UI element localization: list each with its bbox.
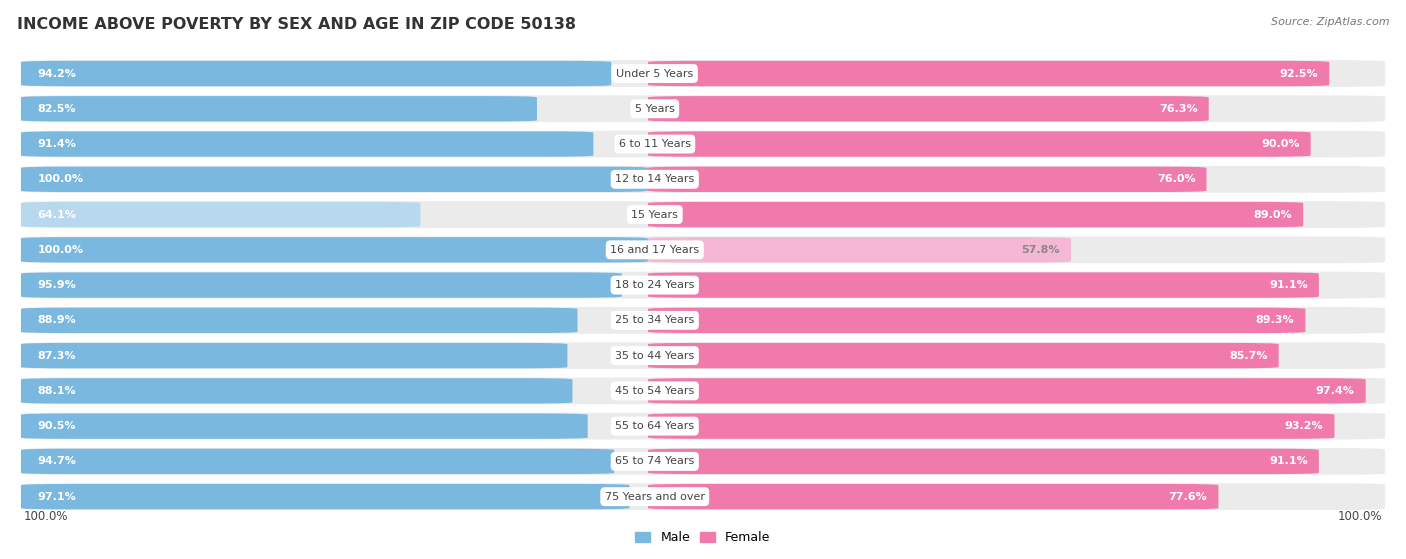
- Text: 97.1%: 97.1%: [38, 492, 76, 501]
- Text: 76.0%: 76.0%: [1157, 174, 1195, 184]
- Text: 89.0%: 89.0%: [1254, 210, 1292, 220]
- Text: 91.1%: 91.1%: [1270, 280, 1308, 290]
- Text: 92.5%: 92.5%: [1279, 69, 1319, 78]
- FancyBboxPatch shape: [21, 448, 1385, 475]
- Text: 94.7%: 94.7%: [38, 456, 76, 466]
- FancyBboxPatch shape: [21, 307, 578, 333]
- Text: 85.7%: 85.7%: [1229, 350, 1268, 361]
- Text: 88.1%: 88.1%: [38, 386, 76, 396]
- Text: 90.5%: 90.5%: [38, 421, 76, 431]
- Text: 100.0%: 100.0%: [24, 510, 69, 523]
- Text: 15 Years: 15 Years: [631, 210, 678, 220]
- FancyBboxPatch shape: [21, 236, 1385, 263]
- Text: 97.4%: 97.4%: [1316, 386, 1355, 396]
- Text: 88.9%: 88.9%: [38, 315, 76, 325]
- FancyBboxPatch shape: [648, 61, 1329, 86]
- FancyBboxPatch shape: [648, 272, 1319, 298]
- FancyBboxPatch shape: [21, 202, 420, 228]
- Text: 75 Years and over: 75 Years and over: [605, 492, 704, 501]
- FancyBboxPatch shape: [648, 237, 1071, 263]
- FancyBboxPatch shape: [21, 237, 648, 263]
- FancyBboxPatch shape: [21, 272, 621, 298]
- FancyBboxPatch shape: [648, 449, 1319, 474]
- Text: 55 to 64 Years: 55 to 64 Years: [616, 421, 695, 431]
- FancyBboxPatch shape: [648, 131, 1310, 157]
- FancyBboxPatch shape: [21, 483, 1385, 510]
- FancyBboxPatch shape: [648, 378, 1365, 404]
- FancyBboxPatch shape: [21, 377, 1385, 404]
- Text: 95.9%: 95.9%: [38, 280, 76, 290]
- FancyBboxPatch shape: [21, 166, 1385, 193]
- FancyBboxPatch shape: [21, 449, 614, 474]
- Text: 100.0%: 100.0%: [1337, 510, 1382, 523]
- FancyBboxPatch shape: [21, 167, 648, 192]
- Text: 91.1%: 91.1%: [1270, 456, 1308, 466]
- Text: 89.3%: 89.3%: [1256, 315, 1295, 325]
- Text: 12 to 14 Years: 12 to 14 Years: [616, 174, 695, 184]
- FancyBboxPatch shape: [21, 343, 568, 368]
- Text: 16 and 17 Years: 16 and 17 Years: [610, 245, 699, 255]
- Text: Source: ZipAtlas.com: Source: ZipAtlas.com: [1271, 17, 1389, 27]
- FancyBboxPatch shape: [21, 96, 537, 121]
- FancyBboxPatch shape: [21, 378, 572, 404]
- Text: 64.1%: 64.1%: [38, 210, 76, 220]
- FancyBboxPatch shape: [21, 342, 1385, 369]
- FancyBboxPatch shape: [648, 307, 1305, 333]
- FancyBboxPatch shape: [648, 202, 1303, 228]
- FancyBboxPatch shape: [648, 484, 1219, 509]
- Text: 77.6%: 77.6%: [1168, 492, 1208, 501]
- FancyBboxPatch shape: [648, 343, 1278, 368]
- Text: 100.0%: 100.0%: [38, 245, 83, 255]
- Text: 93.2%: 93.2%: [1285, 421, 1323, 431]
- Text: 94.2%: 94.2%: [38, 69, 76, 78]
- Text: 5 Years: 5 Years: [636, 104, 675, 114]
- Text: 57.8%: 57.8%: [1022, 245, 1060, 255]
- FancyBboxPatch shape: [21, 60, 1385, 87]
- Text: 82.5%: 82.5%: [38, 104, 76, 114]
- Text: INCOME ABOVE POVERTY BY SEX AND AGE IN ZIP CODE 50138: INCOME ABOVE POVERTY BY SEX AND AGE IN Z…: [17, 17, 576, 32]
- Text: Under 5 Years: Under 5 Years: [616, 69, 693, 78]
- FancyBboxPatch shape: [21, 307, 1385, 334]
- Text: 18 to 24 Years: 18 to 24 Years: [614, 280, 695, 290]
- Text: 76.3%: 76.3%: [1159, 104, 1198, 114]
- FancyBboxPatch shape: [21, 201, 1385, 228]
- Text: 100.0%: 100.0%: [38, 174, 83, 184]
- Text: 45 to 54 Years: 45 to 54 Years: [616, 386, 695, 396]
- FancyBboxPatch shape: [21, 413, 1385, 439]
- FancyBboxPatch shape: [21, 96, 1385, 122]
- FancyBboxPatch shape: [21, 131, 593, 157]
- FancyBboxPatch shape: [21, 272, 1385, 299]
- Text: 6 to 11 Years: 6 to 11 Years: [619, 139, 690, 149]
- FancyBboxPatch shape: [21, 61, 612, 86]
- FancyBboxPatch shape: [648, 414, 1334, 439]
- Text: 87.3%: 87.3%: [38, 350, 76, 361]
- FancyBboxPatch shape: [21, 484, 630, 509]
- Text: 65 to 74 Years: 65 to 74 Years: [616, 456, 695, 466]
- FancyBboxPatch shape: [648, 96, 1209, 121]
- Text: 25 to 34 Years: 25 to 34 Years: [616, 315, 695, 325]
- Text: 35 to 44 Years: 35 to 44 Years: [616, 350, 695, 361]
- FancyBboxPatch shape: [21, 131, 1385, 158]
- Text: 90.0%: 90.0%: [1261, 139, 1299, 149]
- FancyBboxPatch shape: [21, 414, 588, 439]
- Legend: Male, Female: Male, Female: [630, 526, 776, 549]
- Text: 91.4%: 91.4%: [38, 139, 76, 149]
- FancyBboxPatch shape: [648, 167, 1206, 192]
